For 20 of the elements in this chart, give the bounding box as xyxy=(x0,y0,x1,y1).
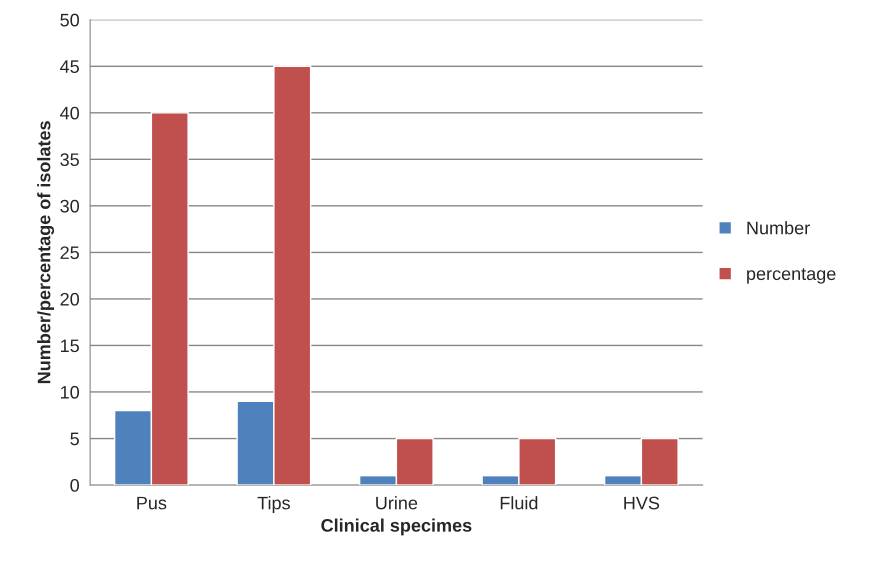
x-tick-label: Pus xyxy=(137,496,166,510)
x-tick-label: Tips xyxy=(258,496,290,513)
y-tick-label: 40 xyxy=(60,106,80,120)
y-tick-label: 15 xyxy=(61,340,79,352)
y-tick-label: 35 xyxy=(60,153,79,166)
y-tick-label: 50 xyxy=(60,14,80,26)
y-axis-title: Number/percentage of isolates xyxy=(37,121,54,384)
x-tick-label: Urine xyxy=(376,496,418,510)
y-tick-label: 20 xyxy=(60,292,80,306)
y-tick-label: 10 xyxy=(61,386,80,399)
y-tick-label: 25 xyxy=(60,246,79,260)
y-tick-label: 45 xyxy=(60,60,79,73)
y-tick-label: 5 xyxy=(70,432,79,446)
y-tick-label: 30 xyxy=(60,200,80,213)
y-tick-label: 0 xyxy=(70,478,80,492)
legend-label: percentage xyxy=(747,268,836,284)
x-tick-label: HVS xyxy=(624,496,660,510)
legend-label: Number xyxy=(747,221,810,234)
x-axis-title: Clinical specimes xyxy=(321,518,472,536)
x-tick-label: Fluid xyxy=(500,496,538,510)
